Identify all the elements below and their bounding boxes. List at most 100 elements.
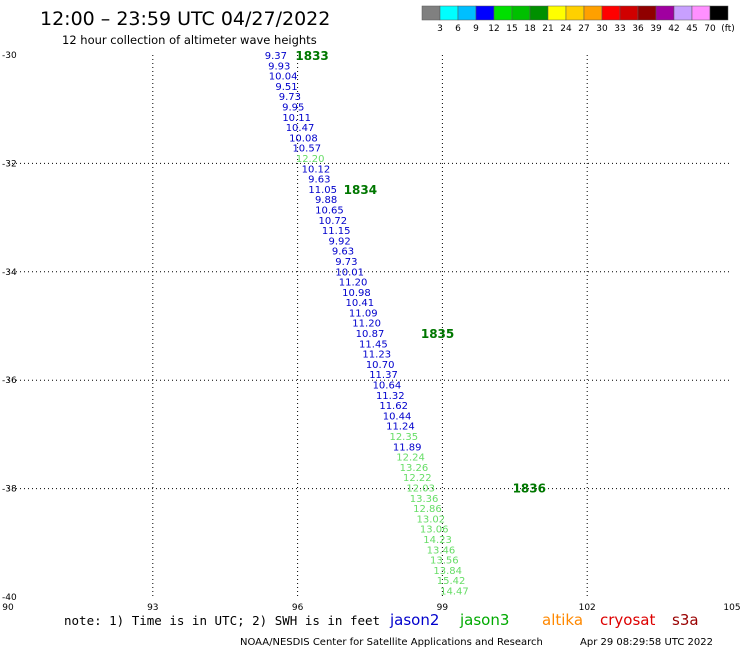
swh-value: 10.44 <box>383 411 412 422</box>
swh-value: 12.35 <box>389 432 418 443</box>
satellite-legend-s3a: s3a <box>672 611 699 629</box>
swh-value: 10.12 <box>302 164 331 175</box>
axis-ticks: 90 93 96 99 102 105 -30 -32 -34 -36 -38 -40 <box>2 51 740 613</box>
y-tick-label: -32 <box>2 159 17 169</box>
swh-value: 11.32 <box>376 391 405 402</box>
swh-value: 12.03 <box>406 484 435 495</box>
plot-grid <box>8 55 732 597</box>
color-scale-label: 33 <box>614 24 625 34</box>
color-swatch <box>547 5 567 21</box>
swh-value: 10.41 <box>346 298 375 309</box>
time-label: 1834 <box>344 183 377 197</box>
swh-value: 9.51 <box>275 82 297 93</box>
swh-value: 9.92 <box>328 236 350 247</box>
satellite-legend-jason2: jason2 <box>389 611 439 629</box>
chart-title: 12:00 – 23:59 UTC 04/27/2022 <box>40 8 330 30</box>
swh-value: 14.47 <box>440 586 469 597</box>
time-label: 1835 <box>421 327 454 341</box>
swh-value: 9.37 <box>265 51 287 62</box>
color-scale-label: 9 <box>473 24 479 34</box>
color-scale-label: 30 <box>596 24 608 34</box>
x-tick-label: 105 <box>723 603 740 613</box>
satellite-legend-cryosat: cryosat <box>600 611 655 629</box>
satellite-legend-altika: altika <box>542 611 583 629</box>
swh-value: 11.20 <box>339 278 368 289</box>
swh-value: 10.08 <box>289 133 318 144</box>
swh-value: 13.06 <box>420 525 449 536</box>
y-tick-label: -34 <box>2 268 17 278</box>
color-scale-label: 15 <box>506 24 517 34</box>
swh-value: 9.63 <box>308 175 330 186</box>
color-swatch <box>421 5 441 21</box>
swh-value: 11.37 <box>369 370 398 381</box>
swh-value: 12.86 <box>413 504 442 515</box>
swh-value: 12.20 <box>296 154 325 165</box>
x-tick-label: 102 <box>579 603 596 613</box>
swh-value: 11.20 <box>352 319 381 330</box>
color-scale-legend: 3 6 9 12 15 18 21 24 27 30 33 36 39 42 45 70 (ft) <box>421 5 735 34</box>
swh-value: 14.23 <box>423 535 452 546</box>
color-scale-label: 24 <box>560 24 572 34</box>
color-scale-label: 39 <box>650 24 662 34</box>
swh-value: 9.95 <box>282 102 304 113</box>
swh-value: 11.23 <box>362 350 391 361</box>
color-swatch <box>691 5 711 21</box>
swh-value: 13.56 <box>430 556 459 567</box>
swh-value: 9.88 <box>315 195 337 206</box>
swh-value: 11.62 <box>379 401 408 412</box>
x-tick-label: 90 <box>2 603 14 613</box>
color-swatch <box>439 5 459 21</box>
color-swatch <box>565 5 585 21</box>
footer-timestamp: Apr 29 08:29:58 UTC 2022 <box>580 637 713 648</box>
swh-value: 12.22 <box>403 473 432 484</box>
swh-value: 15.42 <box>437 576 466 587</box>
swh-value: 13.26 <box>400 463 429 474</box>
swh-value: 10.11 <box>282 113 311 124</box>
swh-value: 10.04 <box>269 72 298 83</box>
color-scale-label: 45 <box>686 24 697 34</box>
y-tick-label: -30 <box>2 51 17 61</box>
color-scale-label: 21 <box>542 24 553 34</box>
swh-value: 13.46 <box>427 545 456 556</box>
swh-value: 9.63 <box>332 247 354 258</box>
color-swatch <box>709 5 729 21</box>
swh-value: 11.15 <box>322 226 351 237</box>
units-note: note: 1) Time is in UTC; 2) SWH is in fe… <box>64 613 380 628</box>
swh-value: 10.57 <box>292 144 321 155</box>
color-scale-label: 12 <box>488 24 499 34</box>
time-labels: 1833 1834 1835 1836 <box>295 49 546 496</box>
footer-credit: NOAA/NESDIS Center for Satellite Applica… <box>240 637 543 648</box>
swh-value: 11.09 <box>349 308 378 319</box>
x-tick-label: 96 <box>292 603 304 613</box>
color-scale-label: 70 <box>704 24 716 34</box>
color-swatch <box>655 5 675 21</box>
color-swatch <box>493 5 513 21</box>
satellite-legend-jason3: jason3 <box>459 611 509 629</box>
swh-value: 10.87 <box>356 329 385 340</box>
swh-value: 10.72 <box>319 216 348 227</box>
swh-value: 10.64 <box>373 381 402 392</box>
swh-value: 11.89 <box>393 442 422 453</box>
color-swatch <box>673 5 693 21</box>
color-swatch <box>619 5 639 21</box>
swh-value: 9.93 <box>268 61 290 72</box>
swh-value: 11.45 <box>359 339 388 350</box>
swh-value: 10.98 <box>342 288 371 299</box>
color-swatch <box>511 5 531 21</box>
swh-value: 13.02 <box>416 514 445 525</box>
swh-value: 10.65 <box>315 205 344 216</box>
y-tick-label: -40 <box>2 593 17 603</box>
chart-subtitle: 12 hour collection of altimeter wave hei… <box>62 33 317 47</box>
color-swatch <box>475 5 495 21</box>
y-tick-label: -38 <box>2 485 17 495</box>
swh-value: 10.47 <box>286 123 315 134</box>
time-label: 1836 <box>513 482 546 496</box>
color-swatch <box>637 5 657 21</box>
swh-value: 10.70 <box>366 360 395 371</box>
color-swatch <box>529 5 549 21</box>
swh-value: 11.24 <box>386 422 415 433</box>
swh-value: 10.01 <box>335 267 364 278</box>
x-tick-label: 99 <box>437 603 449 613</box>
color-swatch <box>457 5 477 21</box>
